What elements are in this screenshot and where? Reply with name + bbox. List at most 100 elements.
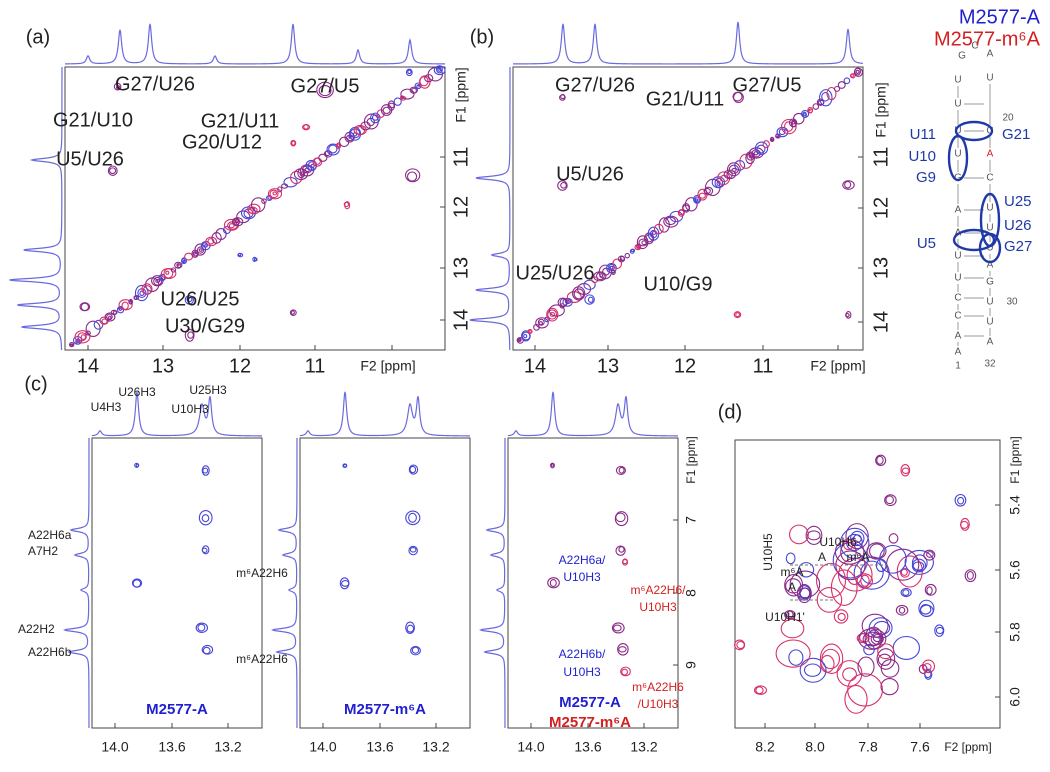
contour-peak xyxy=(821,92,830,102)
x-tick-label: 14 xyxy=(524,355,546,377)
contour-peak xyxy=(830,569,858,606)
contour-peak xyxy=(250,197,266,213)
projection-trace xyxy=(91,391,262,437)
contour-peak xyxy=(291,140,296,146)
contour-peak xyxy=(614,511,629,527)
plot-frame xyxy=(91,437,263,729)
contour-peak xyxy=(201,465,210,476)
contour-peak xyxy=(518,338,521,342)
peak-annotation: U10H3 xyxy=(639,600,677,614)
contour-peak xyxy=(877,643,895,660)
contour-peak xyxy=(966,571,974,580)
contour-peak xyxy=(116,85,121,90)
contour-peak xyxy=(636,243,642,250)
contour-peak xyxy=(845,523,869,550)
x-tick-label: 7.8 xyxy=(858,739,878,755)
contour-peak xyxy=(343,201,350,208)
contour-peak xyxy=(785,552,796,565)
contour-peak xyxy=(349,128,361,139)
contour-peak xyxy=(557,297,568,308)
contour-peak xyxy=(900,464,911,477)
contour-peak xyxy=(405,621,415,634)
y-tick-label: 13 xyxy=(450,257,472,279)
nucleotide: A xyxy=(955,331,962,342)
contour-peak xyxy=(843,77,851,85)
peak-annotation: G27/U26 xyxy=(555,74,635,96)
projection-trace xyxy=(63,438,90,728)
peak-label: U10H3 xyxy=(171,402,209,416)
peak-annotation: U25/U26 xyxy=(516,262,595,284)
resonance-label: A22H2 xyxy=(18,622,55,636)
contour-peak xyxy=(872,633,883,643)
contour-peak xyxy=(842,180,855,190)
contour-peak xyxy=(547,577,560,589)
x-tick-label: 14.0 xyxy=(101,739,128,755)
y-tick-label: 13 xyxy=(870,257,892,279)
panel-label: (c) xyxy=(24,373,47,395)
contour-peak xyxy=(880,659,900,678)
contour-peak xyxy=(129,299,132,302)
contour-peak xyxy=(583,279,596,291)
contour-peak xyxy=(803,663,822,677)
contour-peak xyxy=(624,252,630,259)
contour-peak xyxy=(728,164,740,174)
contour-peak xyxy=(184,295,194,305)
contour-peak xyxy=(770,138,774,142)
contour-peak xyxy=(780,118,797,135)
resonance-label: A22H6b xyxy=(28,645,72,659)
x-tick-label: 13.6 xyxy=(574,739,601,755)
contour-peak xyxy=(833,609,849,624)
projection-trace xyxy=(9,67,63,351)
contour-peak xyxy=(236,210,251,224)
contour-peak xyxy=(409,465,417,474)
contour-peak xyxy=(299,171,305,177)
peak-annotation: G21/U10 xyxy=(53,109,133,131)
peak-annotation: U10H1' xyxy=(765,610,805,624)
contour-peak xyxy=(186,296,193,303)
contour-peak xyxy=(754,141,769,156)
contour-peak xyxy=(303,124,309,130)
x-tick-label: 13.6 xyxy=(366,739,393,755)
y-axis-title: F1 [ppm] xyxy=(1008,436,1022,483)
contour-peak xyxy=(911,558,927,573)
contour-peak xyxy=(405,510,421,526)
contour-peak xyxy=(876,648,896,670)
peak-annotation: U10H3 xyxy=(563,570,601,584)
peak-annotation: U10H5 xyxy=(761,533,775,571)
contour-peak xyxy=(142,285,152,295)
nucleotide: U xyxy=(954,99,961,110)
projection-trace xyxy=(507,391,678,437)
nucleotide: A xyxy=(987,149,994,160)
peak-annotation: A xyxy=(818,550,826,564)
x-tick-label: 14 xyxy=(77,355,99,377)
contour-peak xyxy=(326,143,340,156)
x-tick-label: 13.2 xyxy=(214,739,241,755)
contour-peak xyxy=(807,530,821,541)
contour-peak xyxy=(376,109,385,118)
nucleotide: U xyxy=(986,317,993,328)
nucleotide: U xyxy=(954,126,961,137)
contour-peak xyxy=(517,337,522,342)
contour-peak xyxy=(289,309,297,316)
contour-peak xyxy=(341,579,350,587)
contour-peak xyxy=(856,573,873,589)
contour-peak xyxy=(612,258,623,270)
contour-peak xyxy=(799,657,827,683)
contour-peak xyxy=(196,246,205,254)
rna-label: U11 xyxy=(910,126,936,143)
pair-highlight xyxy=(952,228,996,252)
y-axis-title: F1 [ppm] xyxy=(684,436,698,483)
residue-number: 20 xyxy=(1002,113,1014,124)
contour-peak xyxy=(615,465,626,475)
contour-peak xyxy=(762,140,770,149)
contour-peak xyxy=(698,192,706,199)
contour-peak xyxy=(798,562,815,578)
contour-peak xyxy=(850,73,854,78)
x-tick-label: 11 xyxy=(753,355,774,377)
contour-peak xyxy=(817,99,825,106)
panel-label: (b) xyxy=(470,26,494,48)
contour-peak xyxy=(900,587,912,598)
contour-peak xyxy=(195,622,209,634)
contour-peak xyxy=(861,613,889,638)
contour-peak xyxy=(400,88,415,100)
